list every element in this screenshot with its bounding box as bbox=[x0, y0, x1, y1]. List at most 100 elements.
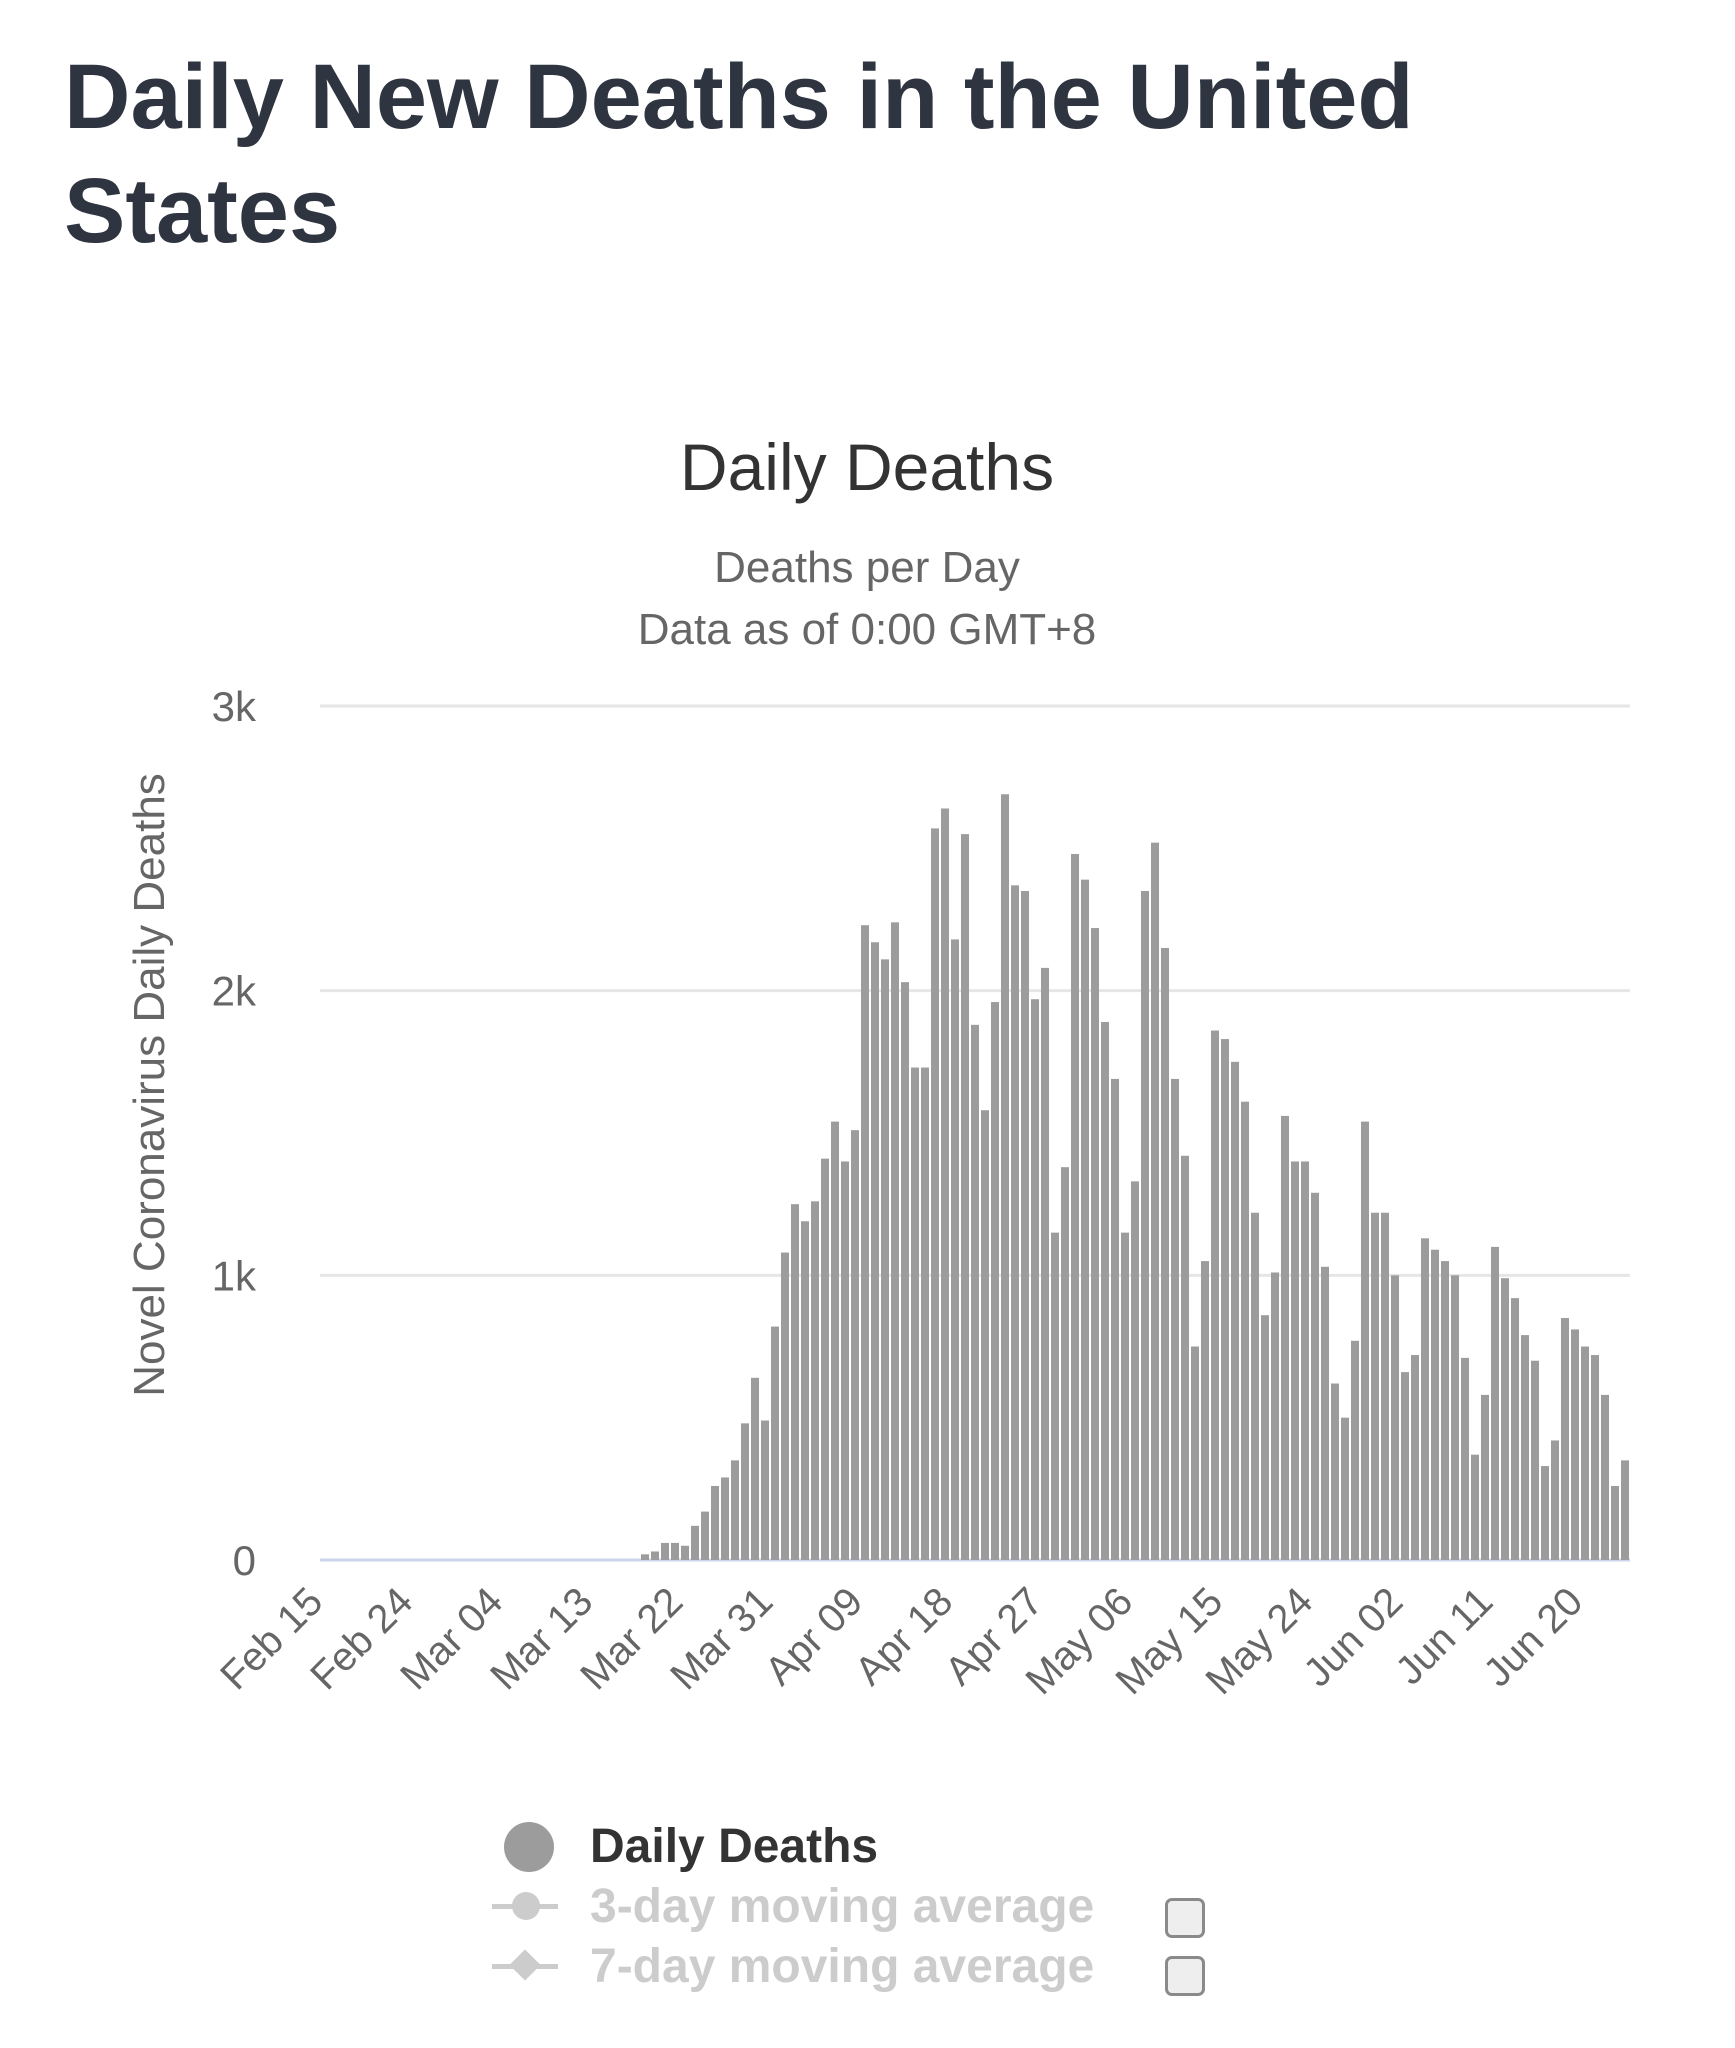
bar[interactable] bbox=[1541, 1466, 1549, 1560]
bar[interactable] bbox=[1361, 1121, 1369, 1560]
legend-item-daily-deaths[interactable]: Daily Deaths bbox=[490, 1818, 878, 1874]
bar[interactable] bbox=[691, 1525, 699, 1560]
bar[interactable] bbox=[1111, 1078, 1119, 1560]
bar[interactable] bbox=[881, 959, 889, 1560]
bar[interactable] bbox=[911, 1067, 919, 1560]
bar[interactable] bbox=[1621, 1460, 1629, 1560]
bar[interactable] bbox=[1611, 1485, 1619, 1560]
bar[interactable] bbox=[901, 982, 909, 1560]
bar[interactable] bbox=[1371, 1212, 1379, 1560]
bar[interactable] bbox=[641, 1554, 649, 1560]
bar[interactable] bbox=[681, 1545, 689, 1560]
bar[interactable] bbox=[731, 1460, 739, 1560]
bar[interactable] bbox=[791, 1204, 799, 1560]
bar[interactable] bbox=[971, 1024, 979, 1560]
bar[interactable] bbox=[831, 1121, 839, 1560]
bar[interactable] bbox=[801, 1221, 809, 1560]
bar[interactable] bbox=[1131, 1181, 1139, 1560]
bar[interactable] bbox=[1011, 885, 1019, 1560]
bar[interactable] bbox=[1421, 1238, 1429, 1560]
bar[interactable] bbox=[1261, 1315, 1269, 1560]
bar[interactable] bbox=[1021, 891, 1029, 1560]
bar[interactable] bbox=[1511, 1298, 1519, 1560]
bar[interactable] bbox=[1251, 1212, 1259, 1560]
bar[interactable] bbox=[701, 1511, 709, 1560]
bar[interactable] bbox=[1081, 879, 1089, 1560]
bar[interactable] bbox=[1381, 1212, 1389, 1560]
bar[interactable] bbox=[1401, 1372, 1409, 1560]
bar[interactable] bbox=[1591, 1355, 1599, 1560]
bar[interactable] bbox=[1551, 1440, 1559, 1560]
bar[interactable] bbox=[1411, 1355, 1419, 1560]
bar[interactable] bbox=[1601, 1394, 1609, 1560]
bar[interactable] bbox=[1431, 1249, 1439, 1560]
bar[interactable] bbox=[951, 939, 959, 1560]
bar[interactable] bbox=[1071, 854, 1079, 1560]
3-day-average-checkbox[interactable] bbox=[1165, 1898, 1205, 1938]
bar[interactable] bbox=[781, 1252, 789, 1560]
bar[interactable] bbox=[1341, 1417, 1349, 1560]
bar[interactable] bbox=[1471, 1454, 1479, 1560]
bar[interactable] bbox=[1121, 1232, 1129, 1560]
bar[interactable] bbox=[1331, 1383, 1339, 1560]
bar[interactable] bbox=[1001, 794, 1009, 1560]
bar[interactable] bbox=[1351, 1340, 1359, 1560]
bar[interactable] bbox=[761, 1420, 769, 1560]
bar[interactable] bbox=[771, 1326, 779, 1560]
bar[interactable] bbox=[1281, 1115, 1289, 1560]
bar[interactable] bbox=[941, 808, 949, 1560]
bar[interactable] bbox=[671, 1542, 679, 1560]
bar[interactable] bbox=[1491, 1246, 1499, 1560]
bar[interactable] bbox=[1271, 1272, 1279, 1560]
bar[interactable] bbox=[1531, 1360, 1539, 1560]
bar[interactable] bbox=[721, 1477, 729, 1560]
bar[interactable] bbox=[981, 1110, 989, 1560]
bar[interactable] bbox=[821, 1158, 829, 1560]
bar[interactable] bbox=[1161, 947, 1169, 1560]
bar[interactable] bbox=[1321, 1266, 1329, 1560]
bar[interactable] bbox=[1181, 1155, 1189, 1560]
7-day-average-checkbox[interactable] bbox=[1165, 1956, 1205, 1996]
bar[interactable] bbox=[1291, 1161, 1299, 1560]
bar[interactable] bbox=[1311, 1192, 1319, 1560]
bar[interactable] bbox=[751, 1377, 759, 1560]
legend-item-3-day-moving-average[interactable]: 3-day moving average bbox=[490, 1878, 1094, 1934]
bar[interactable] bbox=[861, 925, 869, 1560]
bar[interactable] bbox=[711, 1485, 719, 1560]
bar[interactable] bbox=[931, 828, 939, 1560]
bar[interactable] bbox=[1501, 1278, 1509, 1560]
bar[interactable] bbox=[1581, 1346, 1589, 1561]
bar[interactable] bbox=[1091, 928, 1099, 1560]
bar[interactable] bbox=[741, 1423, 749, 1560]
bar[interactable] bbox=[811, 1201, 819, 1560]
bar[interactable] bbox=[1191, 1346, 1199, 1561]
bar[interactable] bbox=[1201, 1261, 1209, 1560]
bar[interactable] bbox=[1231, 1061, 1239, 1560]
bar[interactable] bbox=[1571, 1329, 1579, 1560]
bar[interactable] bbox=[961, 834, 969, 1560]
bar[interactable] bbox=[841, 1161, 849, 1560]
bar[interactable] bbox=[1451, 1275, 1459, 1560]
bar[interactable] bbox=[1301, 1161, 1309, 1560]
bar[interactable] bbox=[651, 1551, 659, 1560]
bar[interactable] bbox=[1031, 999, 1039, 1560]
bar[interactable] bbox=[921, 1067, 929, 1560]
bar[interactable] bbox=[891, 922, 899, 1560]
bar[interactable] bbox=[1521, 1335, 1529, 1560]
bar[interactable] bbox=[1561, 1318, 1569, 1560]
bar[interactable] bbox=[1171, 1078, 1179, 1560]
bar[interactable] bbox=[871, 942, 879, 1560]
bar[interactable] bbox=[1061, 1167, 1069, 1560]
bar[interactable] bbox=[661, 1542, 669, 1560]
bar[interactable] bbox=[1141, 891, 1149, 1560]
bar[interactable] bbox=[1101, 1021, 1109, 1560]
legend-item-7-day-moving-average[interactable]: 7-day moving average bbox=[490, 1938, 1094, 1994]
bar[interactable] bbox=[1051, 1232, 1059, 1560]
bar[interactable] bbox=[991, 1002, 999, 1560]
bar[interactable] bbox=[1461, 1357, 1469, 1560]
bar[interactable] bbox=[1151, 842, 1159, 1560]
bar[interactable] bbox=[1211, 1030, 1219, 1560]
bar[interactable] bbox=[1481, 1394, 1489, 1560]
bar[interactable] bbox=[1241, 1101, 1249, 1560]
bar[interactable] bbox=[1441, 1261, 1449, 1560]
